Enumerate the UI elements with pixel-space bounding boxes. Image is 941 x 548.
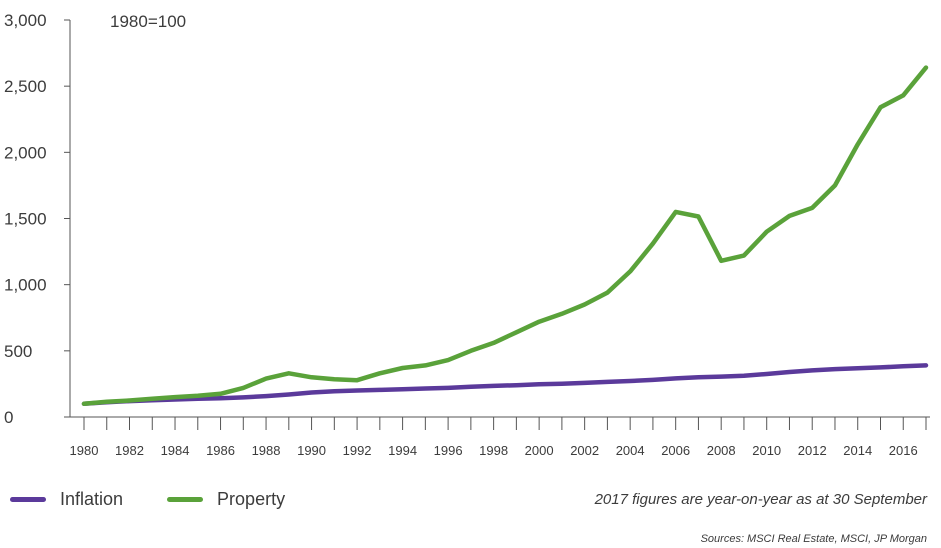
x-tick-label: 2010 xyxy=(752,443,781,458)
y-tick-label: 1,000 xyxy=(4,276,47,295)
y-tick-label: 500 xyxy=(4,342,32,361)
x-tick-label: 1994 xyxy=(388,443,417,458)
x-tick-label: 1990 xyxy=(297,443,326,458)
x-tick-label: 2000 xyxy=(525,443,554,458)
x-tick-label: 2008 xyxy=(707,443,736,458)
y-tick-label: 3,000 xyxy=(4,11,47,30)
legend-swatch-inflation xyxy=(10,497,46,502)
x-tick-label: 1996 xyxy=(434,443,463,458)
y-axis: 0 500 1,000 1,500 2,000 2,500 3,000 xyxy=(4,11,71,427)
x-tick-label: 2014 xyxy=(843,443,872,458)
legend-label-inflation: Inflation xyxy=(60,489,124,509)
y-tick-label: 0 xyxy=(4,408,13,427)
x-tick-label: 1984 xyxy=(161,443,190,458)
x-tick-label: 1986 xyxy=(206,443,235,458)
x-tick-label: 2016 xyxy=(889,443,918,458)
y-tick-label: 1,500 xyxy=(4,210,47,229)
x-tick-label: 1992 xyxy=(343,443,372,458)
x-tick-label: 2012 xyxy=(798,443,827,458)
x-tick-label: 1998 xyxy=(479,443,508,458)
footnote: 2017 figures are year-on-year as at 30 S… xyxy=(594,491,927,508)
x-tick-label: 2002 xyxy=(570,443,599,458)
legend-label-property: Property xyxy=(217,489,286,509)
legend-item-property: Property xyxy=(167,489,285,510)
x-tick-label: 1988 xyxy=(252,443,281,458)
legend-swatch-property xyxy=(167,497,204,502)
y-tick-label: 2,000 xyxy=(4,143,47,162)
source-note: Sources: MSCI Real Estate, MSCI, JP Morg… xyxy=(700,533,927,545)
chart-annotation: 1980=100 xyxy=(110,12,186,31)
series-layer xyxy=(81,65,929,407)
x-tick-label: 2006 xyxy=(661,443,690,458)
x-tick-label: 2004 xyxy=(616,443,645,458)
x-tick-label: 1982 xyxy=(115,443,144,458)
series-line-property xyxy=(81,65,929,407)
x-tick-label: 1980 xyxy=(70,443,99,458)
legend: Inflation Property xyxy=(10,489,329,510)
y-tick-label: 2,500 xyxy=(4,77,47,96)
series-line-inflation xyxy=(81,363,929,407)
x-axis: 1980 1982 1984 1986 1988 1990 1992 1994 1996 1998… xyxy=(70,416,930,458)
legend-item-inflation: Inflation xyxy=(10,489,123,510)
